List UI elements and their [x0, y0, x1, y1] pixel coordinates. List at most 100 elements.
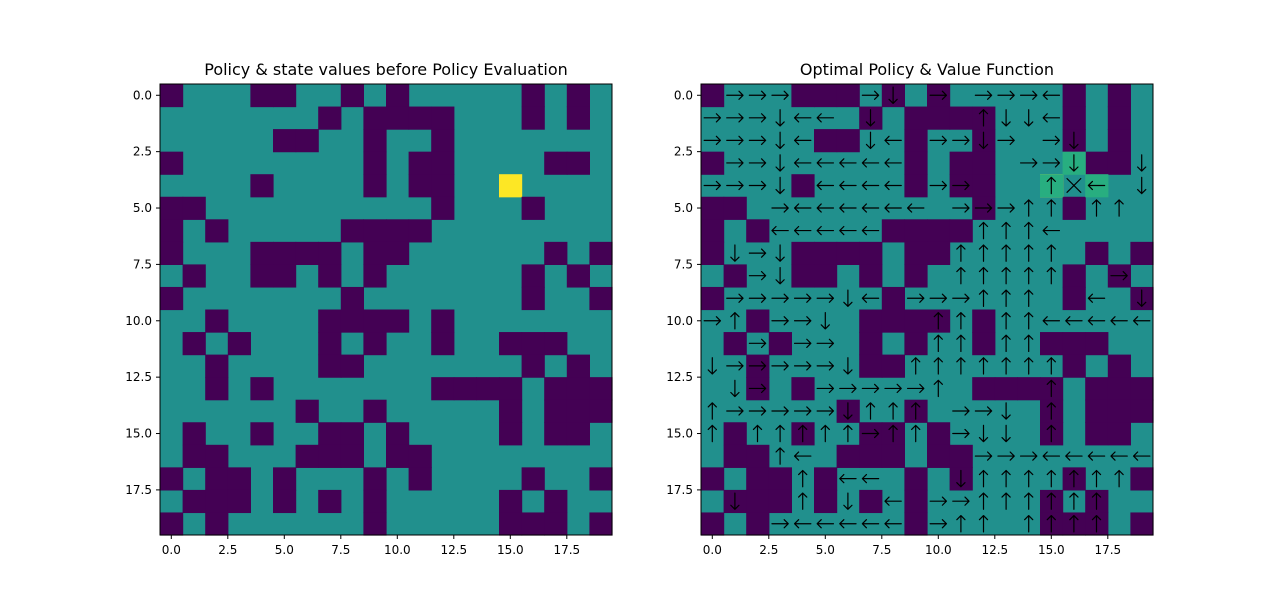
policy-arrow — [816, 383, 835, 394]
policy-arrow — [997, 451, 1015, 461]
wall-cell — [589, 467, 613, 491]
wall-cell — [273, 489, 297, 514]
policy-arrow — [906, 383, 925, 394]
wall-cell — [250, 422, 274, 446]
wall-cell — [363, 264, 387, 288]
policy-arrow — [748, 271, 767, 281]
policy-arrow — [703, 113, 722, 123]
policy-arrow — [1110, 271, 1128, 281]
policy-arrow — [974, 90, 993, 100]
wall-cell — [904, 467, 928, 491]
policy-arrow — [1087, 180, 1106, 191]
policy-arrow — [929, 496, 948, 506]
wall-cell — [521, 106, 545, 130]
policy-arrow — [861, 473, 880, 484]
policy-arrow — [839, 473, 857, 484]
wall-cell — [566, 354, 590, 378]
wall-cell — [318, 422, 342, 446]
policy-arrow — [1069, 514, 1079, 533]
wall-cell — [814, 84, 838, 108]
wall-cell — [1107, 377, 1131, 401]
wall-cell — [182, 444, 206, 468]
wall-cell — [544, 422, 568, 446]
policy-arrow — [748, 113, 767, 123]
policy-arrow — [748, 338, 767, 348]
wall-cell — [363, 174, 387, 198]
policy-arrow — [1001, 266, 1011, 285]
policy-arrow — [1024, 289, 1034, 307]
policy-arrow — [1087, 451, 1106, 461]
wall-cell — [250, 241, 274, 265]
wall-cell — [160, 219, 184, 243]
wall-cell — [431, 309, 455, 333]
wall-cell — [1130, 241, 1154, 265]
policy-arrow — [775, 131, 785, 150]
wall-cell — [386, 444, 410, 468]
policy-arrow — [839, 180, 857, 191]
wall-cell — [544, 377, 568, 401]
wall-cell — [205, 354, 229, 378]
policy-arrow — [816, 225, 835, 236]
policy-arrow — [793, 113, 812, 123]
wall-cell — [499, 489, 523, 514]
wall-cell — [701, 286, 725, 311]
wall-cell — [363, 399, 387, 423]
wall-cell — [1107, 354, 1131, 378]
policy-arrow — [929, 180, 948, 191]
wall-cell — [521, 512, 545, 536]
policy-arrow — [888, 424, 898, 443]
policy-arrow — [978, 469, 989, 488]
policy-arrow — [707, 402, 717, 420]
wall-cell — [386, 422, 410, 446]
wall-cell — [859, 241, 883, 265]
policy-arrow — [1110, 316, 1128, 326]
wall-cell — [791, 377, 815, 401]
policy-arrow — [1019, 451, 1038, 461]
wall-cell — [386, 219, 410, 243]
wall-cell — [386, 241, 410, 265]
policy-arrow — [884, 383, 902, 394]
policy-arrow — [1001, 289, 1011, 307]
wall-cell — [160, 467, 184, 491]
wall-cell — [768, 467, 792, 491]
policy-arrow — [952, 203, 970, 213]
wall-cell — [859, 489, 883, 514]
policy-arrow — [956, 266, 966, 285]
wall-cell — [408, 174, 432, 198]
wall-cell — [791, 174, 815, 198]
wall-cell — [1130, 467, 1154, 491]
wall-cell — [205, 489, 229, 514]
policy-arrow — [775, 244, 785, 262]
wall-cell — [340, 444, 364, 468]
policy-arrow — [726, 135, 744, 146]
wall-cell — [431, 377, 455, 401]
wall-cell — [972, 151, 996, 175]
wall-cell — [566, 106, 590, 130]
wall-cell — [431, 332, 455, 356]
policy-arrow — [816, 293, 835, 303]
wall-cell — [544, 399, 568, 423]
wall-cell — [746, 444, 770, 468]
policy-arrow — [726, 158, 744, 168]
wall-cell — [881, 309, 905, 333]
policy-arrow — [978, 424, 989, 443]
policy-arrow — [1091, 492, 1102, 510]
policy-arrow — [888, 86, 898, 105]
wall-cell — [160, 241, 184, 265]
policy-arrow — [997, 135, 1015, 146]
policy-arrow — [997, 90, 1015, 100]
wall-cell — [499, 422, 523, 446]
policy-arrow — [816, 113, 835, 123]
policy-arrow — [1046, 402, 1056, 420]
wall-cell — [205, 377, 229, 401]
policy-arrow — [793, 406, 812, 416]
wall-cell — [814, 264, 838, 288]
policy-arrow — [865, 402, 876, 420]
policy-arrow — [1091, 199, 1102, 217]
policy-arrow — [884, 158, 902, 168]
policy-arrow — [726, 293, 744, 303]
wall-cell — [363, 106, 387, 130]
policy-arrow — [843, 289, 853, 307]
wall-cell — [340, 286, 364, 311]
policy-arrow — [1024, 244, 1034, 262]
